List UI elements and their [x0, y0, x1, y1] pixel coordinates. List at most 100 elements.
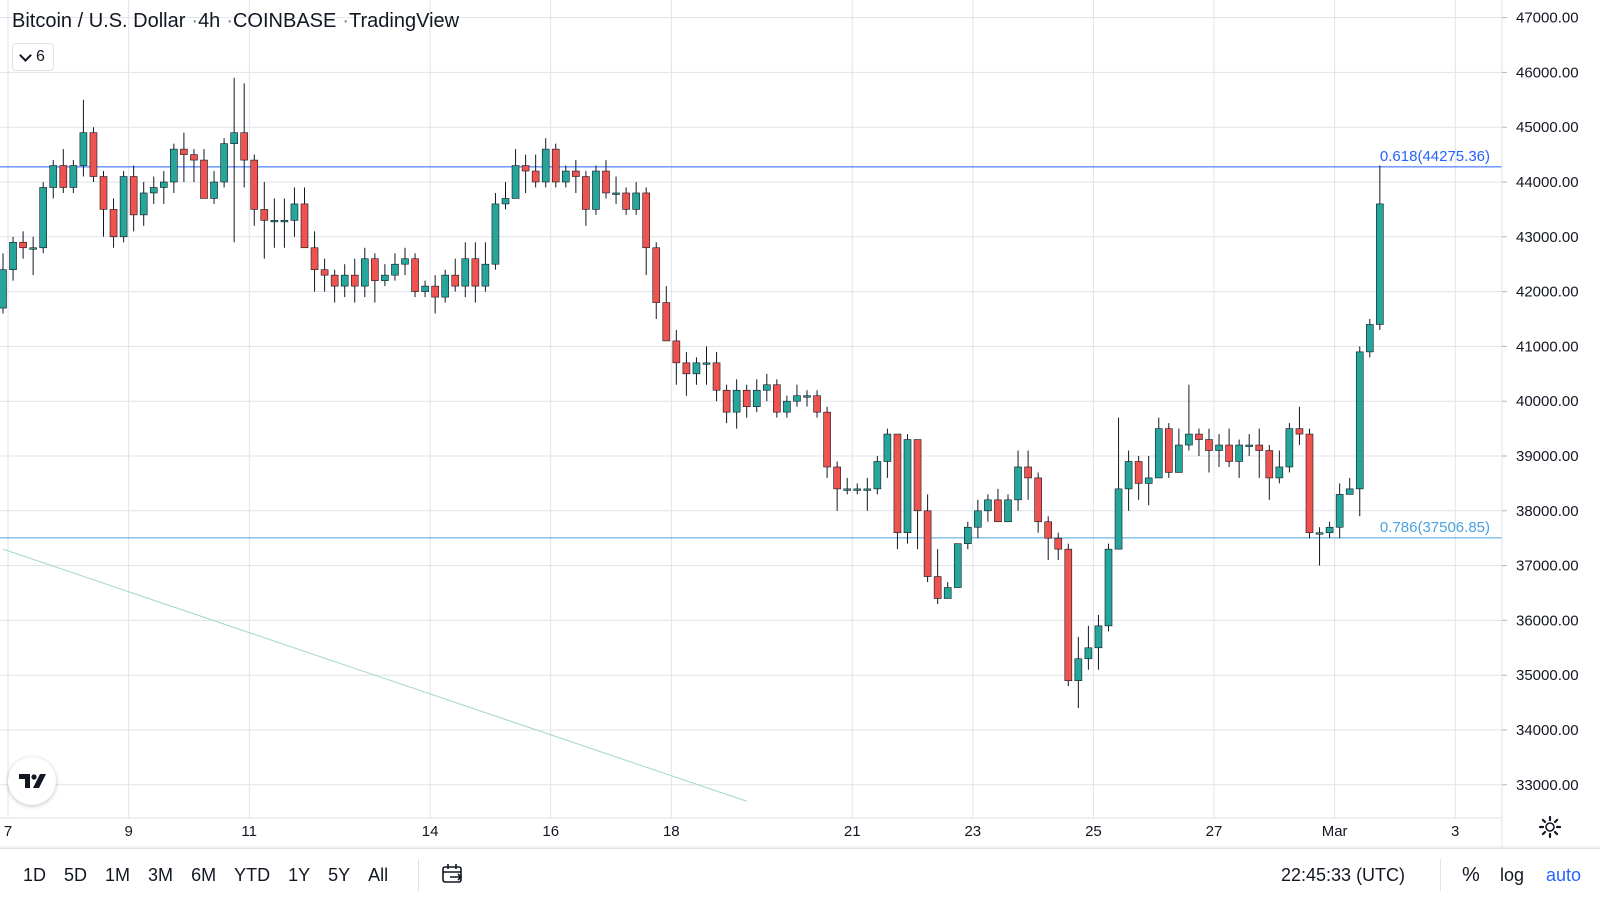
range-all-button[interactable]: All — [368, 864, 389, 885]
y-tick-label: 47000.00 — [1516, 10, 1579, 27]
candle — [501, 182, 510, 210]
candle — [1014, 450, 1022, 511]
candle — [752, 379, 761, 413]
candle-body-down — [833, 466, 841, 490]
candle — [49, 160, 58, 199]
candle-body-up — [401, 258, 409, 265]
candle — [1165, 423, 1173, 478]
candle-body-up — [883, 433, 892, 462]
candle — [451, 258, 460, 292]
auto-scale-toggle[interactable]: auto — [1546, 865, 1582, 885]
candle — [803, 390, 811, 407]
range-5d-button[interactable]: 5D — [64, 864, 88, 885]
candle — [853, 483, 862, 495]
candle — [541, 138, 550, 188]
candle — [1345, 477, 1354, 495]
candle-body-down — [1225, 444, 1233, 462]
candle — [652, 242, 661, 319]
candle — [69, 160, 78, 193]
candle-body-up — [632, 192, 640, 210]
candle-body-up — [391, 263, 399, 276]
chart-legend-title[interactable]: Bitcoin / U.S. Dollar ·4h ·COINBASE ·Tradin… — [12, 10, 459, 33]
range-1m-button[interactable]: 1M — [105, 864, 131, 885]
candle-body-down — [1205, 439, 1213, 451]
candle-body-down — [642, 192, 651, 249]
candle-body-up — [803, 395, 811, 398]
candle-body-up — [732, 389, 741, 413]
candle-body-down — [1255, 444, 1264, 451]
y-tick-label: 45000.00 — [1516, 119, 1579, 136]
time-axis[interactable]: 7 9 11 14 16 18 21 23 25 27 Mar 3 — [4, 823, 1460, 840]
price-chart[interactable]: 0.618(44275.36)0.786(37506.85) 33000.003… — [0, 0, 1600, 848]
candle — [190, 149, 198, 182]
candle-body-down — [350, 274, 359, 287]
candle-body-up — [1376, 203, 1384, 325]
candle — [9, 236, 17, 281]
range-3m-button[interactable]: 3M — [148, 864, 174, 885]
range-5y-button[interactable]: 5Y — [328, 864, 351, 885]
candle-body-down — [722, 389, 731, 413]
candle-body-down — [602, 170, 610, 194]
candle-body-up — [1104, 548, 1113, 627]
candle-body-down — [300, 203, 309, 249]
candle-body-up — [139, 192, 148, 216]
calendar-range-icon[interactable] — [441, 863, 465, 885]
candle — [943, 582, 952, 599]
range-ytd-button[interactable]: YTD — [234, 864, 271, 885]
candle — [622, 187, 630, 215]
candle-body-up — [793, 395, 801, 402]
range-1y-button[interactable]: 1Y — [288, 864, 311, 885]
candle-body-down — [89, 132, 98, 177]
candle-body-up — [1366, 324, 1374, 353]
candle — [974, 499, 982, 539]
candle — [391, 253, 399, 281]
candle-body-up — [1124, 461, 1133, 490]
range-6m-button[interactable]: 6M — [191, 864, 217, 885]
candle-body-down — [1044, 521, 1052, 539]
price-axis[interactable]: 33000.00 34000.00 35000.00 36000.00 37000.00… — [1502, 10, 1579, 794]
candle-body-up — [1014, 466, 1022, 501]
candle — [1034, 472, 1042, 533]
candle — [1074, 636, 1083, 709]
candle-body-up — [340, 274, 349, 287]
candle-body-up — [561, 170, 570, 183]
candle — [411, 253, 419, 298]
candle — [109, 198, 118, 248]
candle — [1054, 532, 1063, 561]
candle-body-up — [873, 461, 882, 490]
candle — [722, 384, 731, 424]
percent-scale-toggle[interactable]: % — [1462, 864, 1480, 886]
candle-body-up — [29, 247, 37, 250]
candle-body-up — [863, 488, 872, 491]
candle — [220, 138, 228, 188]
range-1d-button[interactable]: 1D — [23, 864, 47, 885]
candle — [984, 494, 992, 522]
indicator-count: 6 — [36, 48, 45, 65]
log-scale-toggle[interactable]: log — [1500, 865, 1525, 885]
utc-clock[interactable]: 22:45:33 (UTC) — [1281, 865, 1406, 885]
candle — [1104, 543, 1113, 632]
candle — [561, 165, 570, 188]
candle — [863, 477, 872, 511]
candle — [1295, 406, 1304, 446]
candle — [642, 187, 651, 276]
candle-body-up — [39, 187, 48, 249]
candle — [1134, 456, 1143, 500]
candle — [843, 477, 852, 495]
candle — [1376, 165, 1384, 330]
candle-body-up — [421, 285, 429, 292]
candle-body-up — [1275, 466, 1284, 479]
indicators-toggle-button[interactable]: 6 — [12, 43, 54, 71]
candle-body-down — [431, 285, 439, 298]
trendline-segment[interactable] — [2, 548, 747, 802]
candle — [360, 247, 369, 298]
candle — [330, 269, 339, 303]
candle-body-down — [662, 302, 671, 342]
gear-icon[interactable] — [1538, 815, 1562, 839]
toolbar-divider — [1440, 859, 1441, 891]
candle — [833, 461, 841, 511]
x-tick-label: Mar — [1322, 823, 1348, 840]
candle — [602, 160, 610, 199]
tradingview-logo-icon[interactable] — [8, 757, 56, 805]
candle-body-down — [109, 209, 118, 238]
